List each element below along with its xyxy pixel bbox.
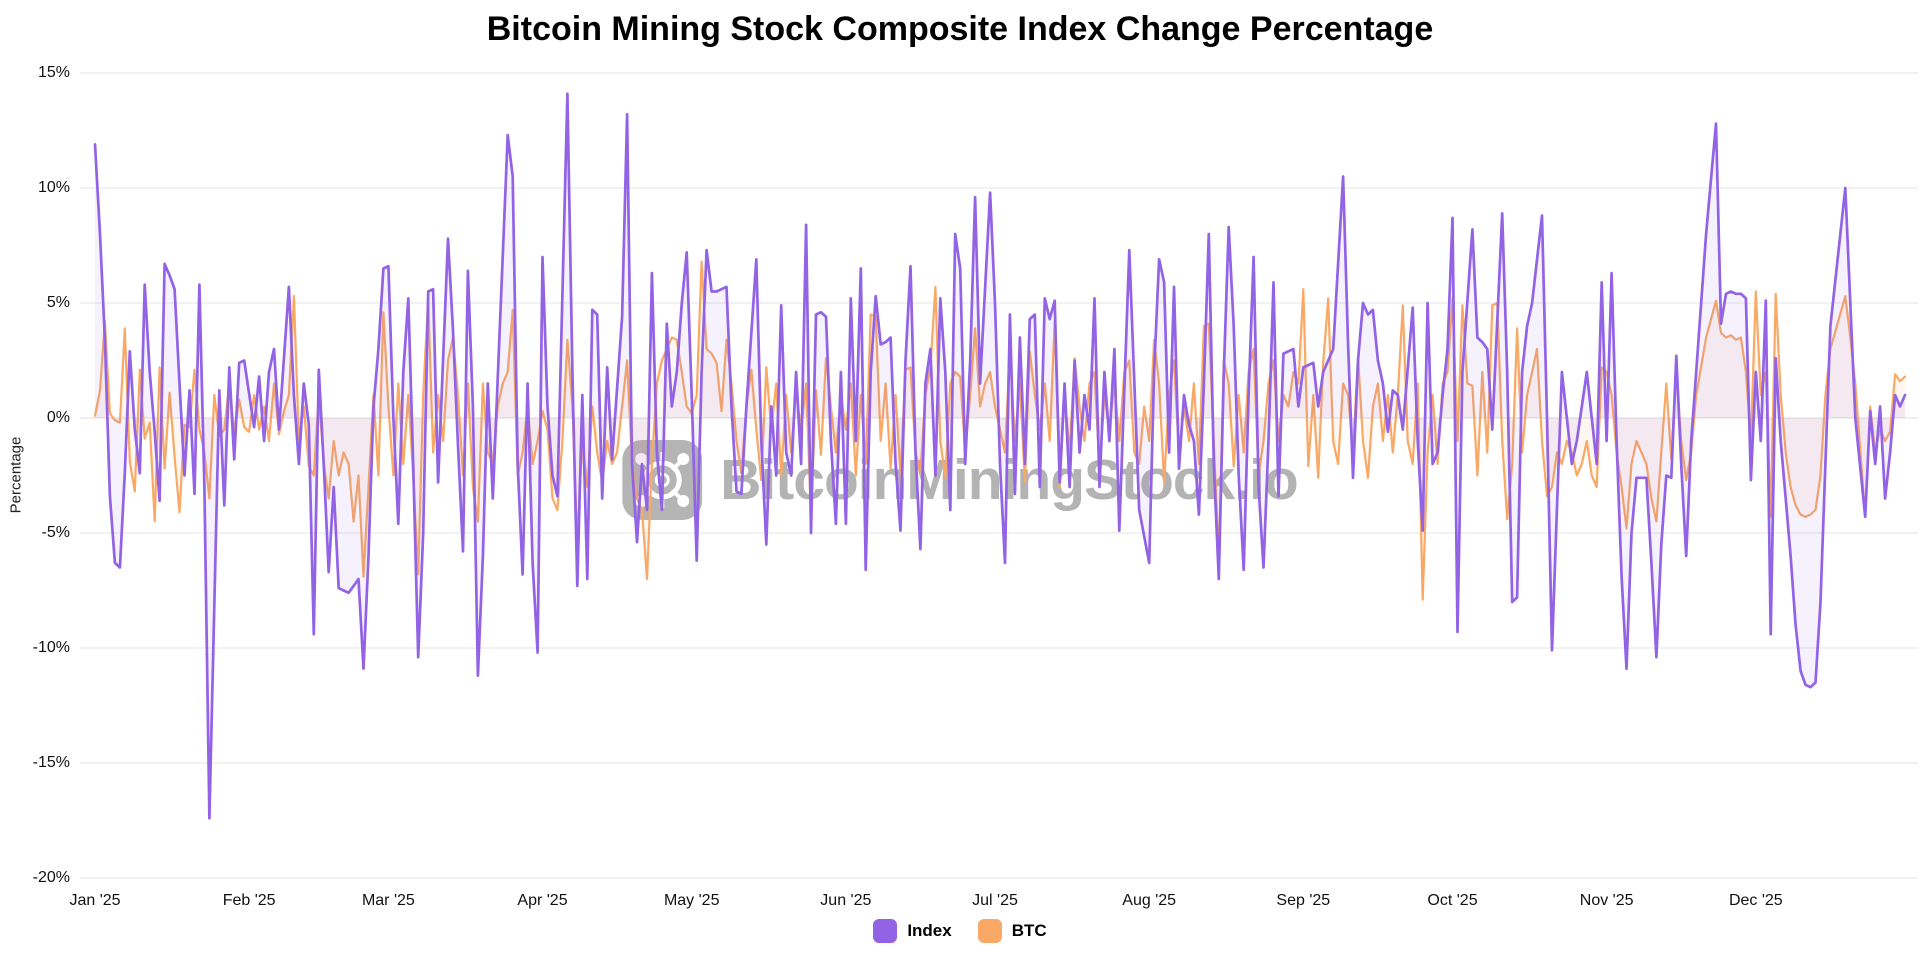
y-tick-label: 0% [46, 409, 70, 426]
y-tick-label: 10% [37, 179, 70, 196]
x-tick-label: Sep '25 [1276, 892, 1331, 909]
x-tick-label: Jan '25 [69, 892, 121, 909]
x-tick-label: Oct '25 [1427, 892, 1478, 909]
x-tick-label: Aug '25 [1122, 892, 1177, 909]
y-tick-label: 5% [46, 294, 70, 311]
y-tick-label: -15% [32, 754, 70, 771]
y-tick-label: -10% [32, 639, 70, 656]
x-tick-label: Jul '25 [972, 892, 1018, 909]
series-line-index [93, 92, 1907, 820]
x-tick-label: Nov '25 [1579, 892, 1634, 909]
x-tick-label: Dec '25 [1728, 892, 1783, 909]
x-tick-label: Jun '25 [820, 892, 872, 909]
series-line-btc [93, 260, 1907, 601]
x-tick-label: Feb '25 [222, 892, 276, 909]
x-tick-label: Apr '25 [517, 892, 568, 909]
legend-item-btc[interactable]: BTC [977, 919, 1047, 943]
btc-color-swatch [977, 919, 1002, 943]
y-tick-label: 15% [37, 64, 70, 81]
y-tick-label: -5% [41, 524, 70, 541]
legend: Index BTC [0, 919, 1920, 943]
x-tick-label: Mar '25 [361, 892, 415, 909]
legend-label-index: Index [907, 921, 952, 940]
index-color-swatch [873, 919, 898, 943]
legend-label-btc: BTC [1011, 921, 1047, 940]
y-tick-label: -20% [32, 869, 70, 886]
chart-title: Bitcoin Mining Stock Composite Index Cha… [486, 10, 1434, 48]
x-tick-label: May '25 [663, 892, 720, 909]
legend-item-index[interactable]: Index [873, 919, 952, 943]
